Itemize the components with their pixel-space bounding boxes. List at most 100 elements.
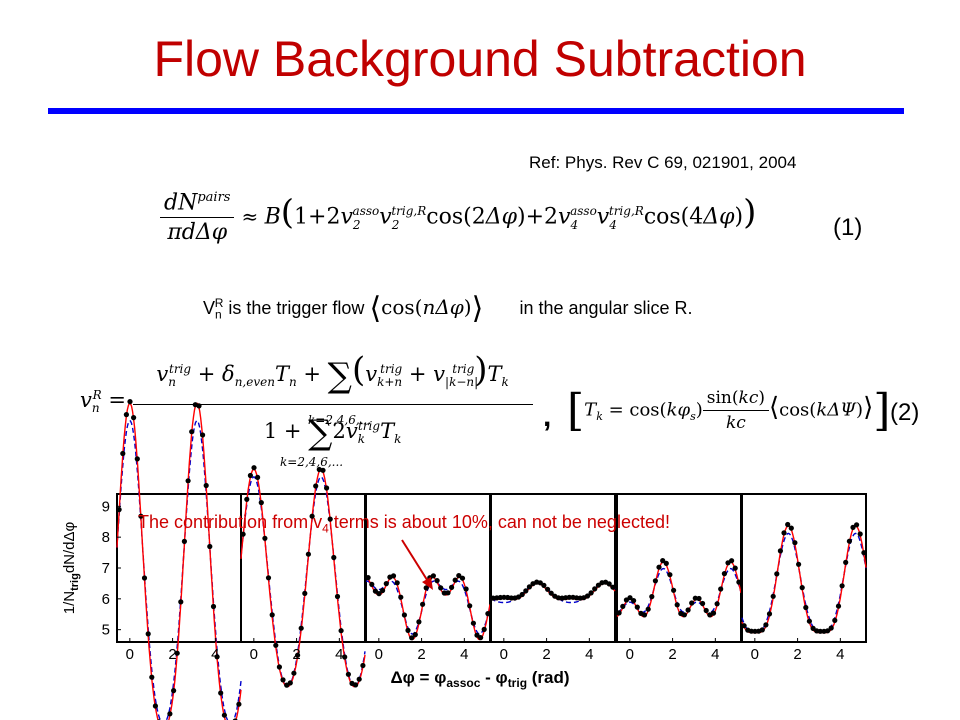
data-point xyxy=(134,456,140,462)
data-point xyxy=(481,626,487,633)
data-point xyxy=(145,631,151,637)
data-point xyxy=(302,590,308,597)
vn-sup: R xyxy=(214,296,224,310)
data-point xyxy=(631,598,637,604)
data-point xyxy=(405,627,411,634)
data-point xyxy=(729,558,735,564)
data-point xyxy=(438,585,444,591)
data-point xyxy=(189,429,195,435)
data-point xyxy=(369,581,375,588)
data-point xyxy=(345,671,351,677)
data-point xyxy=(854,522,860,528)
x-tick-label: 4 xyxy=(836,646,844,663)
x-tick-label: 2 xyxy=(793,646,801,663)
x-tick-label: 0 xyxy=(375,646,383,663)
data-point xyxy=(721,571,728,577)
chart-panel-2: 0 2 4 xyxy=(240,465,366,688)
data-point xyxy=(681,612,688,618)
data-point xyxy=(398,594,404,600)
data-point xyxy=(463,586,469,592)
panel-frame xyxy=(490,493,616,643)
x-tick-label: 2 xyxy=(168,646,176,663)
data-point xyxy=(592,586,598,592)
data-point xyxy=(434,578,440,584)
data-point xyxy=(334,593,341,600)
sentence-middle: is the trigger flow xyxy=(223,298,370,318)
reference-citation: Ref: Phys. Rev C 69, 021901, 2004 xyxy=(529,153,797,172)
data-point xyxy=(178,599,184,605)
data-point xyxy=(485,611,491,617)
data-point xyxy=(452,577,458,583)
chart-panel-5: 0 2 4 xyxy=(616,493,742,663)
data-point xyxy=(210,603,217,610)
data-point xyxy=(445,590,451,596)
x-tick-label: 2 xyxy=(292,646,300,663)
annotation-arrow-head xyxy=(422,577,433,590)
data-point xyxy=(620,603,626,610)
data-point xyxy=(430,573,436,579)
data-point xyxy=(857,531,863,537)
data-point xyxy=(441,590,447,596)
eq2-main-fraction: vntrig + δn,evenTn + ∑(vk+ntrig + v|k−n|… xyxy=(132,350,533,453)
sum-index-num: k=2,4,6,... xyxy=(308,413,372,427)
data-point xyxy=(649,594,655,600)
data-point xyxy=(843,559,849,566)
data-point xyxy=(792,540,798,546)
data-point xyxy=(689,600,695,606)
data-point xyxy=(508,595,514,601)
data-point xyxy=(200,432,206,438)
data-point xyxy=(123,412,129,418)
data-point xyxy=(470,620,476,626)
data-point xyxy=(181,538,187,545)
x-axis-label-part: - φ xyxy=(480,668,507,687)
y-axis-label: 1/NtrigdN/dΔφ xyxy=(61,521,81,614)
data-point xyxy=(265,575,272,581)
data-point xyxy=(781,530,787,536)
data-point xyxy=(490,595,496,601)
trigger-flow-sentence: VnR is the trigger flow ⟨cos(nΔφ)⟩ in th… xyxy=(203,291,693,326)
data-point xyxy=(376,591,382,597)
data-point xyxy=(258,500,264,506)
annotation-arrow-line xyxy=(401,539,430,584)
data-point xyxy=(287,680,293,686)
data-point xyxy=(331,554,337,561)
data-point xyxy=(777,548,784,554)
data-point xyxy=(276,664,282,670)
y-tick-label: 5 xyxy=(102,622,110,639)
data-point xyxy=(221,712,227,718)
data-point xyxy=(766,611,773,617)
annotation-after: terms is about 10%, can not be neglected… xyxy=(328,512,670,532)
x-tick-label: 4 xyxy=(585,646,593,663)
data-point xyxy=(152,703,158,709)
data-point xyxy=(685,607,691,613)
data-point xyxy=(420,601,426,607)
data-point xyxy=(138,513,144,519)
data-point xyxy=(825,628,831,634)
data-point xyxy=(788,525,794,531)
y-tick-label: 6 xyxy=(102,591,110,608)
data-point xyxy=(850,524,856,531)
data-point xyxy=(240,531,246,537)
data-point xyxy=(127,399,133,405)
data-point xyxy=(736,579,742,585)
data-point xyxy=(641,612,648,618)
data-point xyxy=(627,595,633,601)
chart-panel-6: 0 2 4 xyxy=(741,493,867,663)
data-point xyxy=(663,560,669,567)
data-point xyxy=(710,610,717,616)
data-point xyxy=(478,635,484,641)
data-point xyxy=(656,564,662,570)
data-point xyxy=(467,603,473,609)
x-tick-label: 4 xyxy=(335,646,343,663)
panel-frame xyxy=(741,493,867,643)
tk-definition: [Tk = cos(kφs) sin(kc) kc ⟨cos(kΔΨ)⟩] xyxy=(567,385,891,436)
data-point xyxy=(523,588,529,594)
data-point xyxy=(741,623,747,629)
sentence-after: in the angular slice R. xyxy=(514,298,693,318)
data-point xyxy=(456,573,462,579)
data-point xyxy=(799,585,805,591)
cos-average-expression: ⟨cos(nΔφ)⟩ xyxy=(369,291,484,326)
y-tick-label: 8 xyxy=(102,529,110,546)
data-point xyxy=(360,662,366,669)
x-tick-label: 0 xyxy=(250,646,258,663)
